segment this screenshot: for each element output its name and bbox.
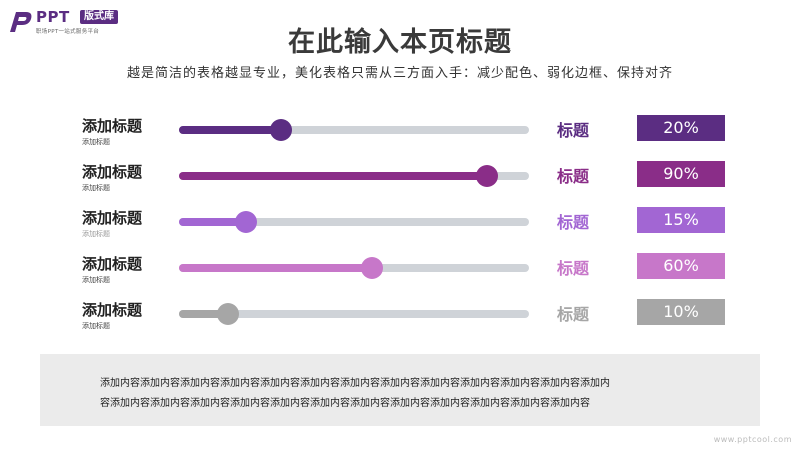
slider-knob[interactable] (360, 257, 383, 279)
progress-track (179, 119, 529, 141)
progress-row: 添加标题 添加标题 标题 10% (0, 299, 800, 339)
logo-brand-text: PPT (36, 8, 70, 26)
progress-row: 添加标题 添加标题 标题 90% (0, 161, 800, 201)
logo-tagline: 职场PPT一站式服务平台 (36, 29, 100, 35)
percent-badge: 10% (637, 299, 725, 325)
progress-track (179, 257, 529, 279)
row-subtitle: 添加标题 (82, 138, 110, 146)
content-box: 添加内容添加内容添加内容添加内容添加内容添加内容添加内容添加内容添加内容添加内容… (40, 354, 760, 426)
row-label: 标题 (557, 259, 590, 278)
progress-track (179, 211, 529, 233)
content-line: 添加内容添加内容添加内容添加内容添加内容添加内容添加内容添加内容添加内容添加内容… (100, 378, 610, 389)
progress-fill (179, 172, 487, 180)
content-line: 容添加内容添加内容添加内容添加内容添加内容添加内容添加内容添加内容添加内容添加内… (100, 398, 590, 409)
progress-fill (179, 218, 246, 226)
logo-badge: 版式库 (80, 10, 118, 24)
progress-row: 添加标题 添加标题 标题 20% (0, 115, 800, 155)
row-title: 添加标题 (82, 209, 143, 227)
slider-knob[interactable] (234, 211, 257, 233)
row-label: 标题 (557, 213, 590, 232)
row-title: 添加标题 (82, 301, 143, 319)
row-title: 添加标题 (82, 117, 143, 135)
slider-knob[interactable] (269, 119, 292, 141)
page-subtitle: 越是简洁的表格越显专业，美化表格只需从三方面入手：减少配色、弱化边框、保持对齐 (126, 66, 673, 81)
row-subtitle: 添加标题 (82, 230, 110, 238)
watermark: www.pptcool.com (713, 435, 792, 444)
slider-knob[interactable] (476, 165, 498, 187)
progress-fill (179, 126, 281, 134)
progress-row: 添加标题 添加标题 标题 15% (0, 207, 800, 247)
content-text: 添加内容添加内容添加内容添加内容添加内容添加内容添加内容添加内容添加内容添加内容… (100, 374, 720, 414)
row-subtitle: 添加标题 (82, 276, 110, 284)
slider-knob[interactable] (217, 303, 239, 325)
row-title: 添加标题 (82, 255, 143, 273)
logo-p-icon (10, 12, 32, 32)
row-subtitle: 添加标题 (82, 184, 110, 192)
row-title: 添加标题 (82, 163, 143, 181)
progress-track (179, 303, 529, 325)
progress-track (179, 165, 529, 187)
percent-badge: 60% (637, 253, 725, 279)
progress-fill (179, 310, 228, 318)
row-subtitle: 添加标题 (82, 322, 110, 330)
row-label: 标题 (557, 305, 590, 324)
row-label: 标题 (557, 121, 590, 140)
percent-badge: 20% (637, 115, 725, 141)
percent-badge: 90% (637, 161, 725, 187)
progress-fill (179, 264, 372, 272)
progress-row: 添加标题 添加标题 标题 60% (0, 253, 800, 293)
row-label: 标题 (557, 167, 590, 186)
page-title: 在此输入本页标题 (288, 27, 512, 58)
percent-badge: 15% (637, 207, 725, 233)
